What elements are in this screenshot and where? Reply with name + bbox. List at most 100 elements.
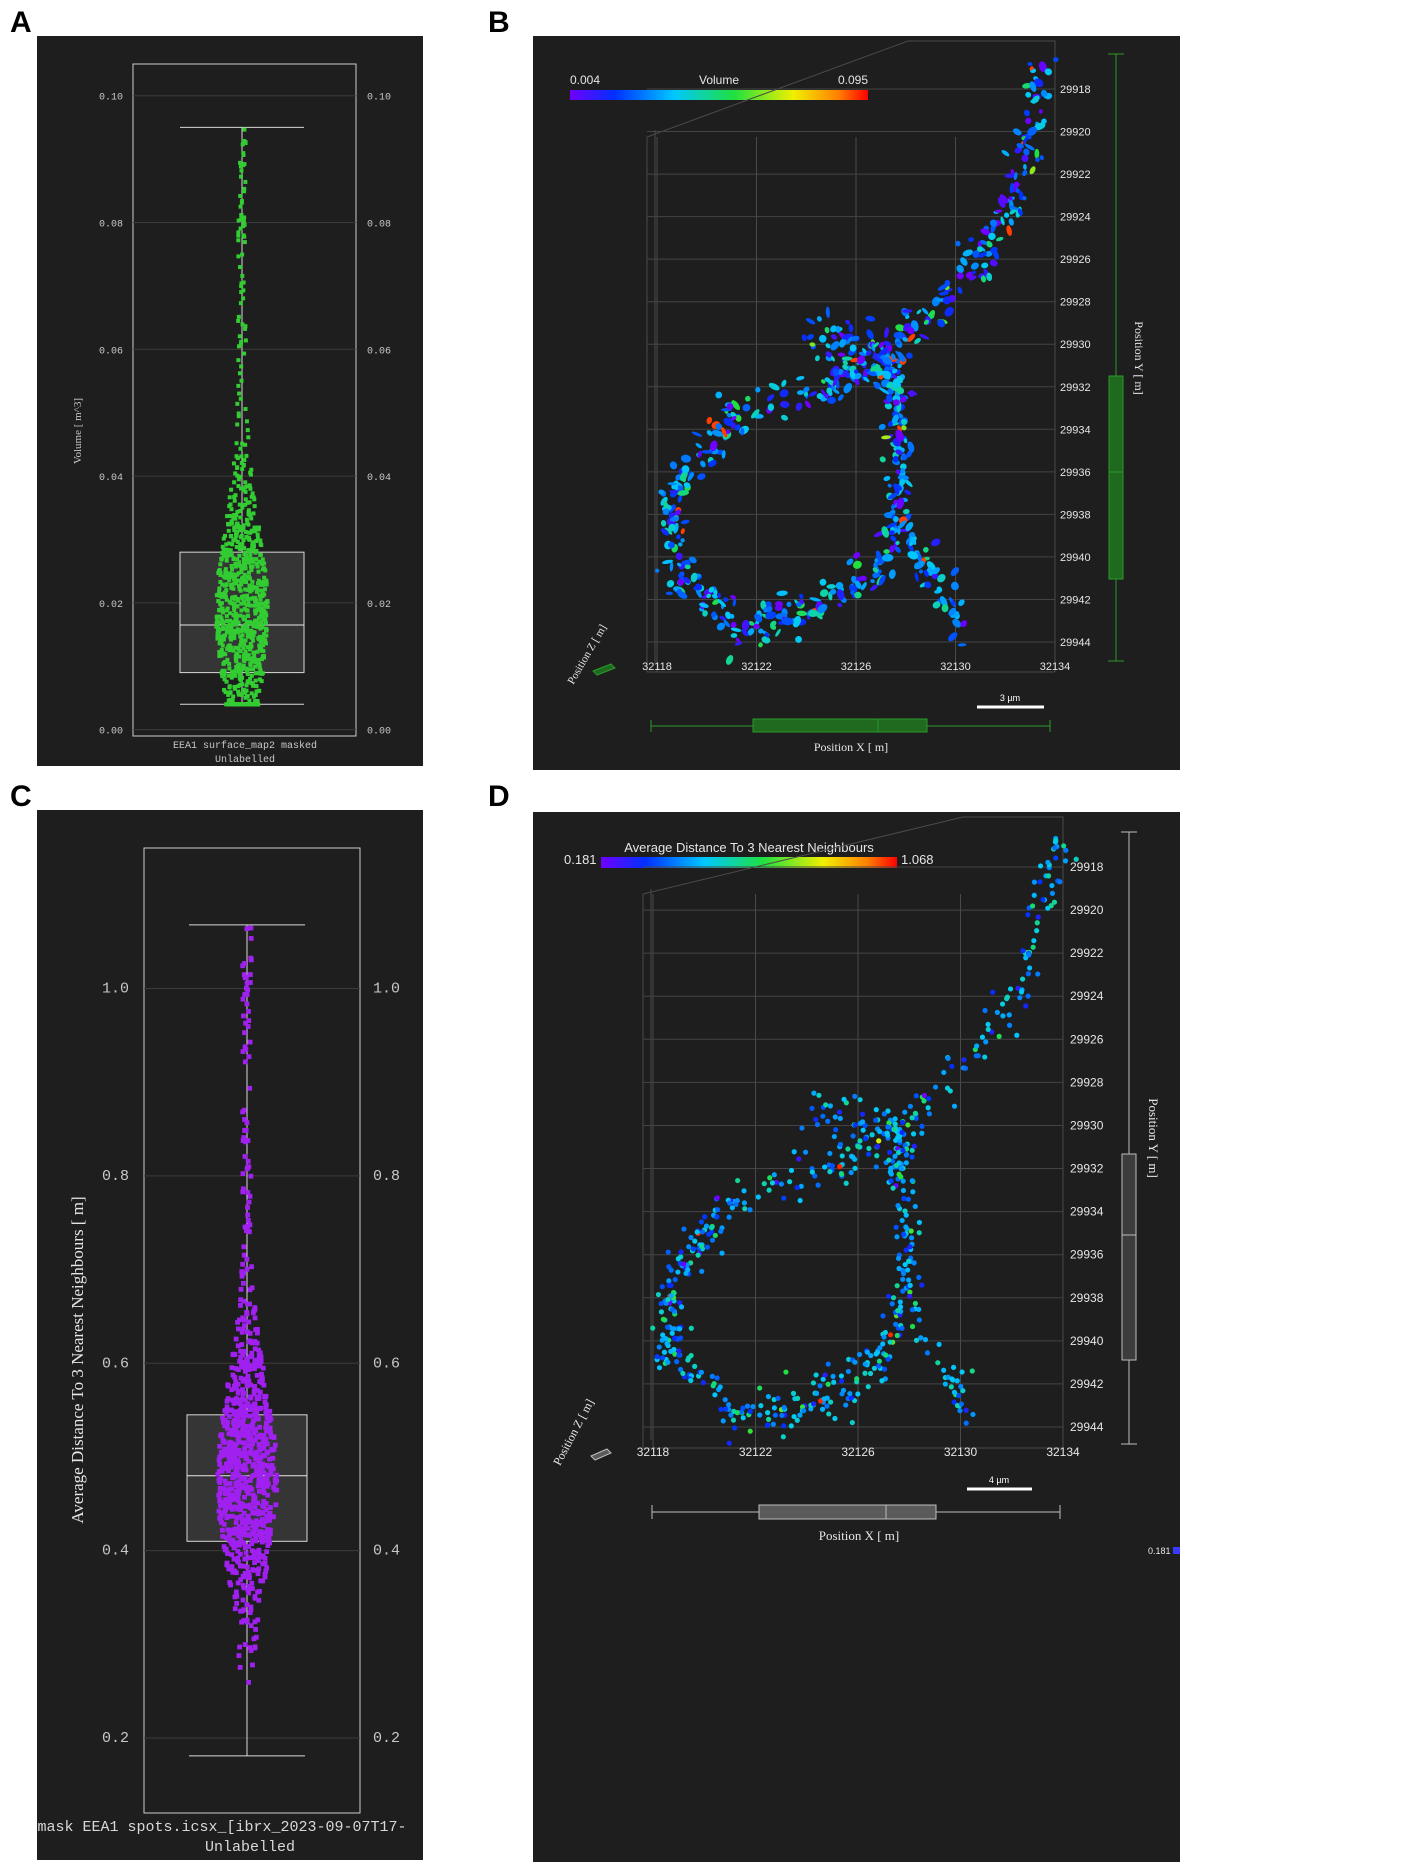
data-point bbox=[239, 1342, 245, 1347]
data-point bbox=[229, 637, 234, 642]
data-point bbox=[239, 580, 244, 585]
spot bbox=[822, 1372, 828, 1378]
data-point bbox=[242, 642, 247, 647]
data-point bbox=[244, 1564, 250, 1570]
data-point bbox=[245, 1190, 251, 1195]
data-point bbox=[223, 595, 228, 600]
spot bbox=[899, 1129, 905, 1136]
surface-object bbox=[725, 611, 732, 620]
data-point bbox=[256, 1442, 262, 1447]
z-axis-slider-icon[interactable] bbox=[590, 1448, 612, 1461]
spot bbox=[714, 1375, 720, 1381]
data-point bbox=[242, 552, 247, 557]
data-point bbox=[236, 1397, 242, 1403]
spot bbox=[772, 1412, 779, 1418]
surface-object bbox=[816, 316, 822, 322]
x-slider-handle[interactable] bbox=[758, 1504, 937, 1520]
spot bbox=[911, 1143, 917, 1149]
spot bbox=[1034, 920, 1040, 926]
surface-object bbox=[854, 591, 862, 599]
data-point bbox=[229, 521, 234, 526]
spot bbox=[922, 1337, 929, 1343]
z-axis-slider-icon[interactable] bbox=[592, 663, 616, 676]
data-point bbox=[239, 199, 244, 204]
data-point bbox=[239, 378, 244, 383]
surface-object bbox=[886, 522, 898, 529]
data-point bbox=[234, 1515, 240, 1520]
data-point bbox=[241, 1416, 247, 1421]
surface-object bbox=[952, 618, 962, 628]
spot bbox=[827, 1103, 833, 1109]
data-point bbox=[250, 635, 255, 640]
data-point bbox=[226, 528, 231, 533]
data-point bbox=[233, 1469, 239, 1475]
x-slider-handle[interactable] bbox=[752, 718, 928, 733]
spot bbox=[802, 1149, 809, 1155]
data-point bbox=[247, 1505, 253, 1511]
surface-object bbox=[890, 535, 897, 542]
data-point bbox=[217, 567, 222, 572]
surface-object bbox=[881, 435, 891, 440]
spot bbox=[825, 1361, 831, 1367]
spot bbox=[900, 1147, 906, 1153]
spot bbox=[951, 1103, 958, 1109]
y-slider-handle[interactable] bbox=[1108, 375, 1124, 580]
spot bbox=[907, 1289, 913, 1295]
data-point bbox=[231, 557, 236, 562]
surface-object bbox=[842, 370, 850, 378]
surface-object bbox=[1034, 122, 1046, 131]
data-point bbox=[235, 627, 240, 632]
surface-object bbox=[907, 326, 915, 335]
surface-object bbox=[680, 538, 685, 543]
data-point bbox=[246, 1590, 251, 1596]
data-point bbox=[232, 613, 237, 618]
surface-object bbox=[694, 583, 703, 591]
data-point bbox=[252, 1526, 258, 1532]
data-point bbox=[248, 472, 253, 477]
data-point bbox=[263, 600, 268, 605]
spot bbox=[718, 1228, 724, 1234]
y-tick-label: 29926 bbox=[1060, 254, 1091, 266]
data-point bbox=[245, 1217, 251, 1223]
surface-object bbox=[879, 387, 890, 395]
spot bbox=[913, 1093, 919, 1099]
surface-object bbox=[821, 389, 828, 399]
surface-object bbox=[697, 473, 706, 480]
surface-object bbox=[1009, 182, 1014, 194]
surface-object bbox=[907, 333, 916, 342]
surface-object bbox=[683, 482, 691, 489]
data-point bbox=[242, 1475, 248, 1481]
data-point bbox=[242, 1545, 248, 1550]
spot bbox=[1006, 1012, 1012, 1018]
data-point bbox=[249, 1350, 255, 1356]
data-point bbox=[241, 1563, 247, 1569]
y-tick-label: 29928 bbox=[1070, 1075, 1104, 1089]
spot bbox=[704, 1244, 711, 1250]
data-point bbox=[218, 1516, 224, 1522]
surface-object bbox=[667, 482, 677, 486]
data-point bbox=[243, 324, 248, 329]
data-point bbox=[236, 230, 241, 235]
y-slider-handle[interactable] bbox=[1121, 1153, 1137, 1361]
surface-object bbox=[941, 604, 949, 613]
spot bbox=[665, 1359, 671, 1365]
spot bbox=[832, 1415, 838, 1422]
surface-object bbox=[799, 593, 804, 599]
x-tick-label: 32118 bbox=[637, 1445, 670, 1459]
data-point bbox=[244, 1001, 250, 1007]
spot bbox=[694, 1229, 700, 1235]
data-point bbox=[231, 1556, 237, 1562]
surface-object bbox=[1010, 169, 1015, 175]
data-point bbox=[257, 646, 262, 651]
spot bbox=[907, 1103, 914, 1109]
data-point bbox=[246, 1229, 252, 1235]
surface-object bbox=[1023, 164, 1027, 170]
data-point bbox=[241, 233, 246, 238]
data-point bbox=[242, 186, 247, 191]
spot bbox=[908, 1235, 915, 1241]
spot bbox=[757, 1412, 763, 1418]
data-point bbox=[258, 1578, 264, 1584]
data-point bbox=[235, 604, 240, 609]
data-point bbox=[267, 1510, 273, 1516]
data-point bbox=[258, 670, 263, 675]
